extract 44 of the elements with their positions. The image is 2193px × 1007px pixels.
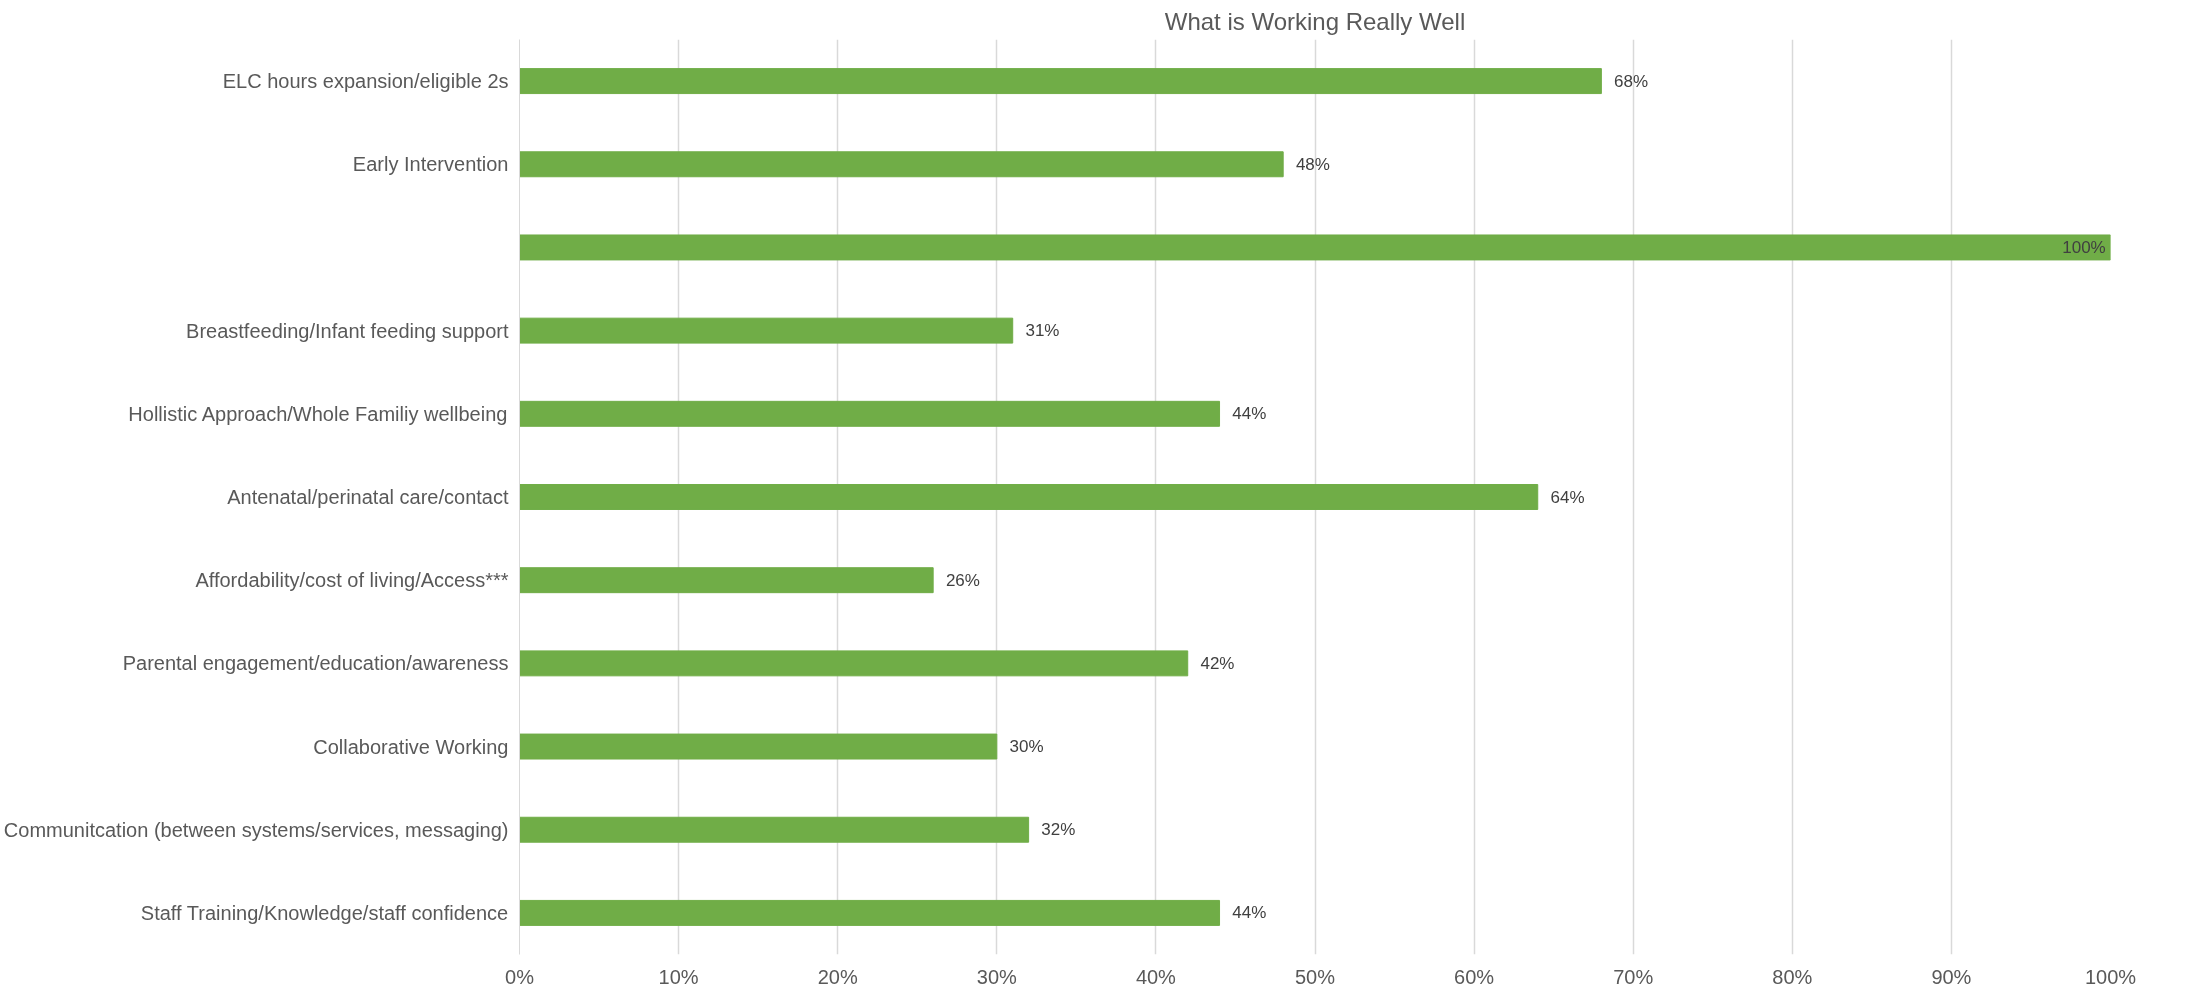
y-tick-label: Parental engagement/education/awareness bbox=[122, 652, 509, 675]
y-tick-label: Breastfeeding/Infant feeding support bbox=[186, 319, 509, 342]
data-label: 32% bbox=[1041, 820, 1076, 840]
data-label: 44% bbox=[1232, 903, 1267, 923]
x-tick-label: 60% bbox=[1454, 965, 1495, 988]
x-tick-label: 30% bbox=[976, 965, 1018, 988]
bar bbox=[519, 899, 1221, 926]
bar bbox=[519, 151, 1284, 178]
y-tick-label: Antenatal/perinatal care/contact bbox=[227, 486, 509, 508]
data-label: 42% bbox=[1200, 653, 1235, 673]
data-label: 100% bbox=[2062, 237, 2106, 257]
y-tick-label: Hollistic Approach/Whole Familiy wellbeing bbox=[128, 402, 508, 425]
x-tick-label: 100% bbox=[2084, 965, 2137, 988]
data-label: 31% bbox=[1025, 321, 1060, 341]
x-tick-label: 10% bbox=[658, 965, 699, 988]
data-label: 30% bbox=[1009, 737, 1044, 757]
data-label: 64% bbox=[1550, 487, 1585, 507]
bar bbox=[519, 650, 1189, 677]
y-tick-label: ELC hours expansion/eligible 2s bbox=[222, 70, 509, 93]
bar bbox=[519, 400, 1221, 427]
chart-title: What is Working Really Well bbox=[1164, 7, 1466, 35]
bar bbox=[519, 567, 934, 594]
data-label: 48% bbox=[1295, 154, 1330, 174]
bar bbox=[519, 317, 1014, 344]
data-label: 26% bbox=[945, 570, 980, 590]
x-tick-label: 80% bbox=[1772, 965, 1813, 988]
y-tick-label: Affordability/cost of living/Access*** bbox=[195, 569, 509, 592]
x-tick-label: 70% bbox=[1613, 965, 1654, 988]
x-tick-label: 20% bbox=[817, 965, 858, 988]
x-tick-label: 90% bbox=[1931, 965, 1972, 988]
x-tick-label: 50% bbox=[1294, 965, 1336, 988]
y-tick-label: Collaborative Working bbox=[313, 735, 509, 758]
data-label: 68% bbox=[1614, 71, 1649, 91]
bar bbox=[519, 816, 1030, 843]
bar bbox=[519, 234, 2111, 261]
x-tick-label: 0% bbox=[505, 965, 535, 988]
x-tick-label: 40% bbox=[1135, 965, 1177, 988]
bar bbox=[519, 68, 1602, 95]
y-tick-label: Staff Training/Knowledge/staff confidence bbox=[140, 901, 509, 924]
data-label: 44% bbox=[1232, 404, 1267, 424]
y-tick-label: Communitcation (between systems/services, messaging) bbox=[3, 818, 509, 841]
bar bbox=[519, 733, 998, 760]
y-tick-label: Early Intervention bbox=[352, 153, 509, 176]
bar bbox=[519, 484, 1539, 510]
